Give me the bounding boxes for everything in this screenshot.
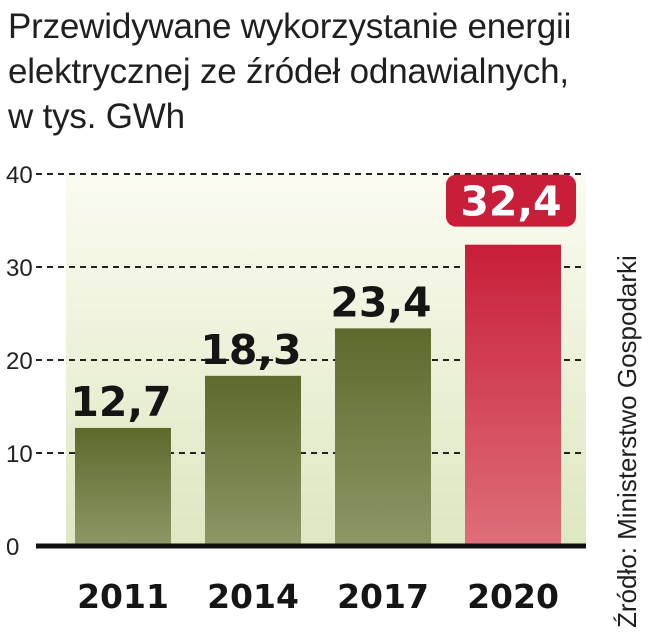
y-tick-label: 40 (6, 162, 33, 189)
chart-title-line-2: elektrycznej ze źródeł odnawialnych, (8, 52, 569, 91)
y-tick-label: 20 (6, 348, 33, 375)
y-tick-label: 30 (6, 255, 33, 282)
source-note: Źródło: Ministerstwo Gospodarki (612, 255, 642, 628)
x-tick-label: 2014 (207, 577, 299, 616)
value-label: 18,3 (200, 326, 301, 374)
x-tick-label: 2020 (467, 577, 559, 616)
value-label: 32,4 (460, 178, 561, 226)
y-tick-label: 10 (6, 441, 33, 468)
bar (205, 375, 301, 546)
bar (465, 244, 561, 546)
chart-title-line-3: w tys. GWh (8, 97, 185, 136)
x-tick-label: 2011 (77, 577, 169, 616)
y-tick-label: 0 (6, 534, 19, 561)
x-tick-label: 2017 (337, 577, 429, 616)
bar (335, 328, 431, 546)
chart-title-line-1: Przewidywane wykorzystanie energii (8, 7, 572, 46)
value-label: 12,7 (70, 378, 171, 426)
chart-title: Przewidywane wykorzystanie energii elekt… (8, 4, 618, 139)
value-label: 23,4 (330, 278, 431, 326)
value-badge (446, 174, 576, 227)
bar (75, 427, 171, 546)
